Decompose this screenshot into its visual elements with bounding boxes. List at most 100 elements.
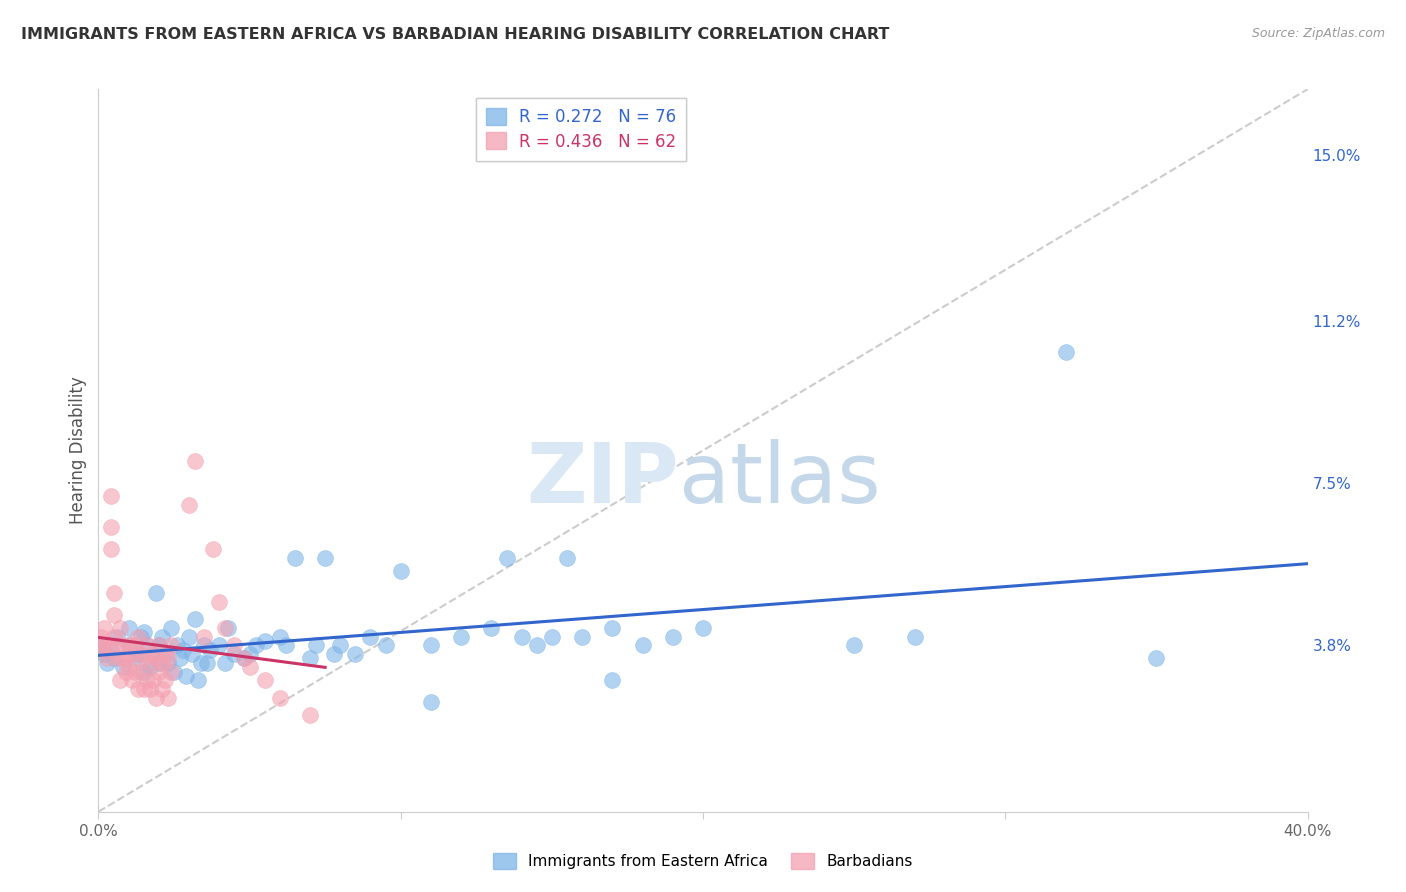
Point xyxy=(108,673,131,688)
Point xyxy=(121,647,143,661)
Point xyxy=(129,647,152,661)
Point xyxy=(96,638,118,652)
Point xyxy=(90,638,112,652)
Point xyxy=(329,638,352,652)
Point xyxy=(142,673,165,688)
Point xyxy=(169,651,191,665)
Point xyxy=(96,651,118,665)
Point xyxy=(142,647,165,661)
Point xyxy=(389,564,412,578)
Point xyxy=(90,630,112,644)
Point xyxy=(179,498,201,512)
Point xyxy=(153,647,176,661)
Point xyxy=(139,656,162,670)
Point xyxy=(124,665,146,679)
Point xyxy=(661,630,683,644)
Point xyxy=(200,642,222,657)
Point xyxy=(299,651,322,665)
Point xyxy=(631,638,654,652)
Point xyxy=(904,630,927,644)
Point xyxy=(1144,651,1167,665)
Point xyxy=(132,651,155,665)
Point xyxy=(323,647,346,661)
Point xyxy=(114,665,136,679)
Point xyxy=(360,630,382,644)
Point xyxy=(118,660,141,674)
Point xyxy=(145,651,167,665)
Point xyxy=(118,621,141,635)
Point xyxy=(314,550,336,565)
Point xyxy=(420,695,443,709)
Point xyxy=(166,638,188,652)
Point xyxy=(111,638,134,652)
Point xyxy=(93,621,115,635)
Point xyxy=(103,607,125,622)
Point xyxy=(142,647,165,661)
Point xyxy=(100,642,122,657)
Point xyxy=(224,638,246,652)
Point xyxy=(450,630,472,644)
Point xyxy=(132,625,155,640)
Point xyxy=(190,656,212,670)
Point xyxy=(124,651,146,665)
Point xyxy=(510,630,533,644)
Point xyxy=(129,665,152,679)
Point xyxy=(172,642,194,657)
Point xyxy=(844,638,866,652)
Point xyxy=(269,630,291,644)
Point xyxy=(214,656,236,670)
Point xyxy=(93,647,115,661)
Point xyxy=(118,638,141,652)
Point xyxy=(132,665,155,679)
Point xyxy=(195,656,218,670)
Point xyxy=(148,638,170,652)
Point xyxy=(555,550,578,565)
Point xyxy=(124,638,146,652)
Point xyxy=(174,669,197,683)
Point xyxy=(156,656,179,670)
Text: atlas: atlas xyxy=(679,439,880,520)
Point xyxy=(602,673,624,688)
Point xyxy=(135,673,157,688)
Point xyxy=(93,642,115,657)
Point xyxy=(245,638,267,652)
Point xyxy=(179,630,201,644)
Point xyxy=(193,638,215,652)
Point xyxy=(150,682,173,697)
Point xyxy=(163,665,186,679)
Point xyxy=(602,621,624,635)
Point xyxy=(540,630,562,644)
Point xyxy=(181,647,204,661)
Point xyxy=(96,656,118,670)
Point xyxy=(160,638,183,652)
Legend: Immigrants from Eastern Africa, Barbadians: Immigrants from Eastern Africa, Barbadia… xyxy=(486,847,920,875)
Point xyxy=(103,630,125,644)
Legend: R = 0.272   N = 76, R = 0.436   N = 62: R = 0.272 N = 76, R = 0.436 N = 62 xyxy=(475,97,686,161)
Point xyxy=(105,630,128,644)
Point xyxy=(305,638,328,652)
Point xyxy=(118,638,141,652)
Point xyxy=(239,647,262,661)
Point xyxy=(374,638,396,652)
Point xyxy=(111,660,134,674)
Point xyxy=(208,638,231,652)
Point xyxy=(239,660,262,674)
Point xyxy=(145,690,167,705)
Text: IMMIGRANTS FROM EASTERN AFRICA VS BARBADIAN HEARING DISABILITY CORRELATION CHART: IMMIGRANTS FROM EASTERN AFRICA VS BARBAD… xyxy=(21,27,890,42)
Point xyxy=(153,673,176,688)
Point xyxy=(269,690,291,705)
Point xyxy=(184,454,207,468)
Point xyxy=(187,673,209,688)
Point xyxy=(129,630,152,644)
Point xyxy=(208,594,231,608)
Point xyxy=(274,638,297,652)
Y-axis label: Hearing Disability: Hearing Disability xyxy=(69,376,87,524)
Point xyxy=(148,656,170,670)
Point xyxy=(156,690,179,705)
Point xyxy=(420,638,443,652)
Point xyxy=(121,673,143,688)
Point xyxy=(692,621,714,635)
Point xyxy=(1054,345,1077,359)
Point xyxy=(232,651,254,665)
Point xyxy=(160,621,183,635)
